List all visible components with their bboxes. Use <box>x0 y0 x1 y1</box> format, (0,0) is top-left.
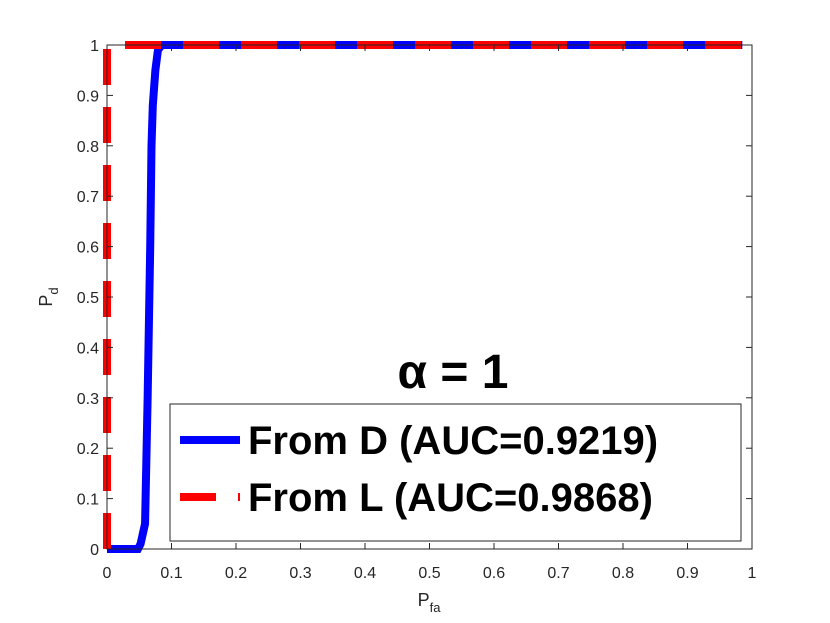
x-tick-label: 0.5 <box>418 565 440 582</box>
x-tick-label: 1 <box>748 565 757 582</box>
legend-label: From D (AUC=0.9219) <box>248 419 658 463</box>
x-tick-label: 0.6 <box>483 565 505 582</box>
y-tick-label: 0.4 <box>77 340 99 357</box>
x-label-sub: fa <box>430 600 442 615</box>
y-tick-label: 0.9 <box>77 88 99 105</box>
y-tick-label: 0.3 <box>77 391 99 408</box>
y-label-sub: d <box>46 287 61 294</box>
y-tick-label: 0.8 <box>77 139 99 156</box>
annotation: α = 1 <box>398 346 509 399</box>
legend-box <box>169 403 742 542</box>
legend-label: From L (AUC=0.9868) <box>248 476 653 520</box>
y-tick-label: 0.1 <box>77 492 99 509</box>
y-tick-label: 0.5 <box>77 290 99 307</box>
y-tick-label: 0.2 <box>77 441 99 458</box>
y-tick-label: 0.7 <box>77 189 99 206</box>
x-label-base: P <box>418 590 430 610</box>
line-series <box>107 41 743 553</box>
y-axis-label: Pd <box>36 287 61 306</box>
y-tick-label: 0.6 <box>77 240 99 257</box>
y-tick-label: 1 <box>90 38 99 55</box>
x-tick-label: 0.1 <box>160 565 182 582</box>
x-tick-label: 0 <box>103 565 112 582</box>
x-tick-label: 0.4 <box>354 565 376 582</box>
y-tick-label: 0 <box>90 542 99 559</box>
x-axis-label: Pfa <box>418 590 442 615</box>
y-label-base: P <box>36 295 56 307</box>
x-tick-label: 0.9 <box>676 565 698 582</box>
x-tick-label: 0.7 <box>547 565 569 582</box>
x-tick-label: 0.8 <box>612 565 634 582</box>
x-tick-label: 0.2 <box>225 565 247 582</box>
x-tick-label: 0.3 <box>289 565 311 582</box>
